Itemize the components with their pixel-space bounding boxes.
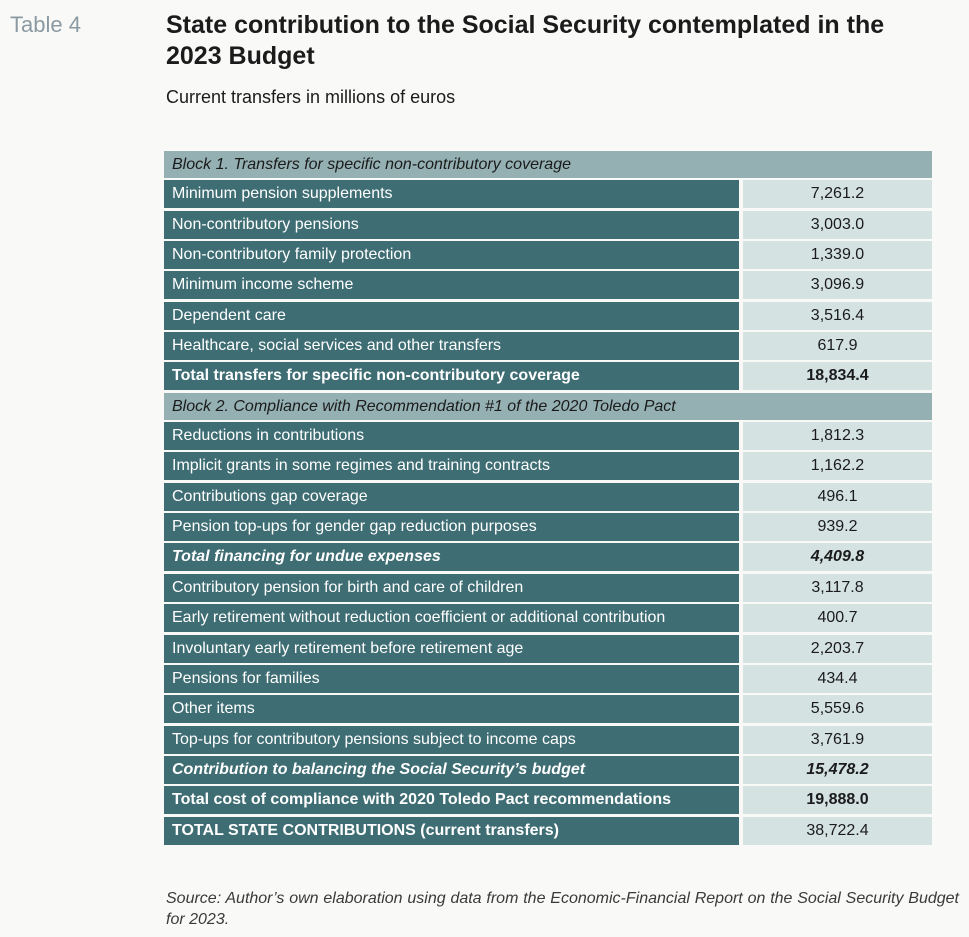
- row-value: 38,722.4: [743, 816, 932, 845]
- block-2-total-row: Total cost of compliance with 2020 Toled…: [164, 786, 932, 815]
- contributions-table: Block 1. Transfers for specific non-cont…: [164, 151, 932, 847]
- table-row: Top-ups for contributory pensions subjec…: [164, 725, 932, 754]
- row-value: 617.9: [743, 332, 932, 361]
- row-value: 1,339.0: [743, 241, 932, 270]
- row-label: Total financing for undue expenses: [164, 543, 739, 572]
- table-row: Dependent care 3,516.4: [164, 301, 932, 330]
- row-label: Non-contributory pensions: [164, 210, 739, 239]
- row-value: 2,203.7: [743, 634, 932, 663]
- table-row: Pensions for families 434.4: [164, 664, 932, 693]
- row-label: Pension top-ups for gender gap reduction…: [164, 513, 739, 542]
- table-row: Contributory pension for birth and care …: [164, 573, 932, 602]
- row-value: 3,003.0: [743, 210, 932, 239]
- row-value: 1,162.2: [743, 452, 932, 481]
- row-value: 3,096.9: [743, 271, 932, 300]
- row-value: 1,812.3: [743, 422, 932, 451]
- table-number: Table 4: [10, 12, 81, 37]
- row-value: 18,834.4: [743, 362, 932, 391]
- table-row: Pension top-ups for gender gap reduction…: [164, 513, 932, 542]
- table-row: Minimum income scheme 3,096.9: [164, 271, 932, 300]
- table-row: Minimum pension supplements 7,261.2: [164, 180, 932, 209]
- grand-total-row: TOTAL STATE CONTRIBUTIONS (current trans…: [164, 816, 932, 845]
- table-row: Healthcare, social services and other tr…: [164, 332, 932, 361]
- table-row: Non-contributory pensions 3,003.0: [164, 210, 932, 239]
- row-label: Healthcare, social services and other tr…: [164, 332, 739, 361]
- block-1-total-row: Total transfers for specific non-contrib…: [164, 362, 932, 391]
- row-value: 3,761.9: [743, 725, 932, 754]
- block-1-heading: Block 1. Transfers for specific non-cont…: [172, 156, 571, 173]
- block-2-heading: Block 2. Compliance with Recommendation …: [172, 397, 676, 415]
- row-label: Contributions gap coverage: [164, 482, 739, 511]
- table-row: Implicit grants in some regimes and trai…: [164, 452, 932, 481]
- row-label: Contributory pension for birth and care …: [164, 573, 739, 602]
- table-subtitle: Current transfers in millions of euros: [166, 87, 456, 107]
- row-label: Contribution to balancing the Social Sec…: [164, 755, 739, 784]
- table-row: Contributions gap coverage 496.1: [164, 482, 932, 511]
- row-value: 7,261.2: [743, 180, 932, 209]
- table-row: Involuntary early retirement before reti…: [164, 634, 932, 663]
- table-row: Non-contributory family protection 1,339…: [164, 241, 932, 270]
- source-note: Source: Author’s own elaboration using d…: [166, 890, 959, 928]
- block-1-heading-row: Block 1. Transfers for specific non-cont…: [164, 151, 932, 178]
- table-title: State contribution to the Social Securit…: [166, 11, 885, 70]
- row-value: 19,888.0: [743, 786, 932, 815]
- row-label: Reductions in contributions: [164, 422, 739, 451]
- row-label: Early retirement without reduction coeff…: [164, 604, 739, 633]
- row-label: Involuntary early retirement before reti…: [164, 634, 739, 663]
- row-label: Implicit grants in some regimes and trai…: [164, 452, 739, 481]
- row-label: Non-contributory family protection: [164, 241, 739, 270]
- subtotal-row: Contribution to balancing the Social Sec…: [164, 755, 932, 784]
- table-row: Other items 5,559.6: [164, 695, 932, 724]
- row-value: 939.2: [743, 513, 932, 542]
- row-label: Other items: [164, 695, 739, 724]
- row-label: TOTAL STATE CONTRIBUTIONS (current trans…: [164, 816, 739, 845]
- row-label: Pensions for families: [164, 664, 739, 693]
- row-value: 15,478.2: [743, 755, 932, 784]
- row-value: 4,409.8: [743, 543, 932, 572]
- table-row: Early retirement without reduction coeff…: [164, 604, 932, 633]
- row-value: 3,117.8: [743, 573, 932, 602]
- row-label: Total transfers for specific non-contrib…: [164, 362, 739, 391]
- row-label: Top-ups for contributory pensions subjec…: [164, 725, 739, 754]
- row-value: 496.1: [743, 482, 932, 511]
- row-label: Total cost of compliance with 2020 Toled…: [164, 786, 739, 815]
- row-value: 3,516.4: [743, 301, 932, 330]
- subtotal-row: Total financing for undue expenses 4,409…: [164, 543, 932, 572]
- row-label: Dependent care: [164, 301, 739, 330]
- row-value: 434.4: [743, 664, 932, 693]
- row-label: Minimum income scheme: [164, 271, 739, 300]
- row-label: Minimum pension supplements: [164, 180, 739, 209]
- row-value: 5,559.6: [743, 695, 932, 724]
- row-value: 400.7: [743, 604, 932, 633]
- table-row: Reductions in contributions 1,812.3: [164, 422, 932, 451]
- block-2-heading-row: Block 2. Compliance with Recommendation …: [164, 392, 932, 420]
